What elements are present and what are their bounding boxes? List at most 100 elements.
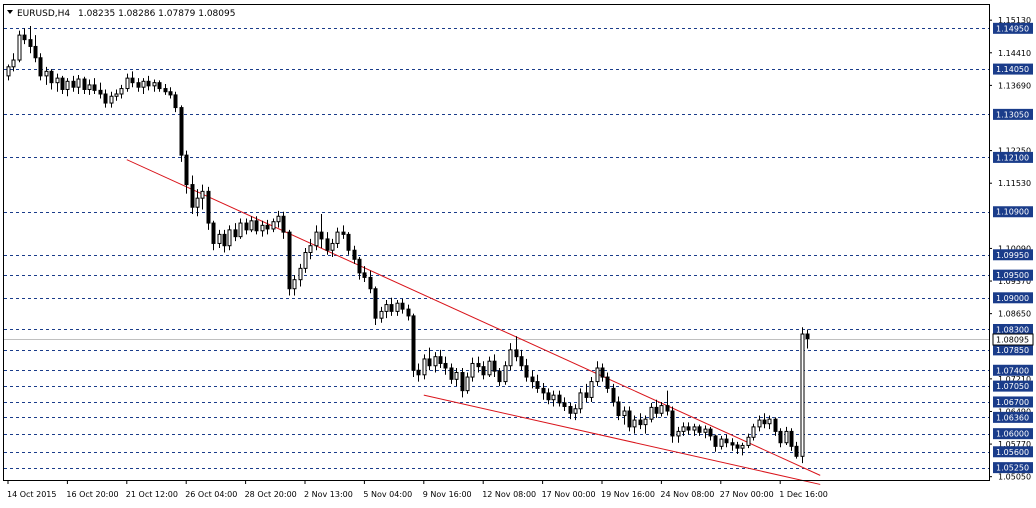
- candle-body: [649, 406, 654, 420]
- candle-body: [233, 229, 238, 238]
- trendline: [423, 394, 821, 485]
- candle-body: [789, 430, 794, 447]
- candle: [740, 442, 745, 456]
- candle: [6, 64, 11, 81]
- candle: [211, 220, 216, 251]
- level-label: 1.06700: [996, 398, 1029, 407]
- candle: [244, 218, 249, 235]
- candle: [632, 415, 637, 434]
- candle-body: [319, 231, 324, 240]
- level-label: 1.07400: [996, 366, 1029, 375]
- candle-body: [303, 252, 308, 269]
- candle-body: [503, 365, 508, 383]
- candle: [692, 423, 697, 436]
- candle: [163, 84, 168, 95]
- candle: [443, 356, 448, 375]
- candle: [681, 422, 686, 436]
- candle: [71, 75, 76, 92]
- candle: [281, 211, 286, 239]
- candle-body: [454, 372, 459, 380]
- candle: [438, 349, 443, 368]
- candle-body: [179, 107, 184, 156]
- candle-body: [60, 77, 65, 90]
- level-label-box: [993, 380, 1033, 392]
- candle: [562, 397, 567, 412]
- time-tick-label: 28 Oct 20:00: [245, 490, 297, 499]
- candle: [222, 229, 227, 253]
- candle-body: [38, 57, 43, 77]
- candle: [87, 79, 92, 95]
- candle: [746, 433, 751, 449]
- candle: [362, 266, 367, 282]
- plot-frame: [3, 4, 990, 481]
- candle: [557, 390, 562, 407]
- level-label: 1.06360: [996, 413, 1029, 422]
- price-tick-label: 1.05770: [998, 440, 1031, 449]
- candle-body: [114, 93, 119, 97]
- time-tick-label: 17 Nov 00:00: [542, 490, 596, 499]
- candle-body: [119, 88, 124, 95]
- candle-body: [406, 308, 411, 317]
- candle-body: [109, 95, 114, 104]
- candle-body: [184, 154, 189, 186]
- candle-body: [362, 272, 367, 278]
- candle-body: [17, 34, 22, 61]
- candle-body: [708, 428, 713, 437]
- candle-body: [103, 93, 108, 104]
- candle: [319, 214, 324, 248]
- candle: [778, 428, 783, 448]
- level-label: 1.06000: [996, 430, 1029, 439]
- candle: [303, 247, 308, 273]
- trendlines: [126, 159, 821, 485]
- candle-body: [519, 356, 524, 367]
- candle-body: [244, 222, 249, 231]
- candle-body: [470, 362, 475, 378]
- candle: [114, 89, 119, 101]
- level-label-box: [993, 462, 1033, 474]
- candle-body: [335, 231, 340, 244]
- candle: [724, 434, 729, 448]
- candle-body: [416, 369, 421, 376]
- candle: [508, 343, 513, 371]
- candle-body: [152, 82, 157, 87]
- candle: [411, 313, 416, 378]
- candle-body: [395, 302, 400, 312]
- level-label: 1.09950: [996, 251, 1029, 260]
- candle-body: [616, 401, 621, 417]
- dropdown-triangle-icon[interactable]: [7, 10, 13, 14]
- candle-body: [778, 430, 783, 444]
- candle: [627, 406, 632, 432]
- ohlc-readout: 1.08235 1.08286 1.07879 1.08095: [78, 9, 235, 19]
- candle-body: [44, 70, 49, 77]
- candle: [476, 356, 481, 373]
- candle-body: [546, 392, 551, 401]
- candle: [735, 441, 740, 455]
- level-label: 1.13050: [996, 110, 1029, 119]
- candle-body: [190, 184, 195, 208]
- candle: [406, 304, 411, 321]
- level-label-box: [993, 364, 1033, 376]
- level-label-box: [993, 249, 1033, 261]
- candle: [454, 367, 459, 387]
- candle-body: [757, 419, 762, 428]
- candle-body: [562, 402, 567, 407]
- candle: [152, 79, 157, 92]
- candle-body: [508, 349, 513, 367]
- candle: [497, 367, 502, 387]
- candle-body: [6, 66, 11, 77]
- candle-body: [82, 78, 87, 90]
- candle: [416, 363, 421, 382]
- price-tick-label: 1.09370: [998, 277, 1031, 286]
- candle-body: [535, 381, 540, 389]
- time-tick-label: 5 Nov 04:00: [363, 490, 412, 499]
- candle: [665, 390, 670, 416]
- candle-body: [33, 45, 38, 59]
- trendline: [126, 159, 821, 476]
- candle-body: [643, 418, 648, 426]
- time-tick-label: 21 Oct 12:00: [126, 490, 178, 499]
- candle: [800, 327, 805, 464]
- candle-body: [573, 408, 578, 414]
- candle-body: [254, 220, 259, 232]
